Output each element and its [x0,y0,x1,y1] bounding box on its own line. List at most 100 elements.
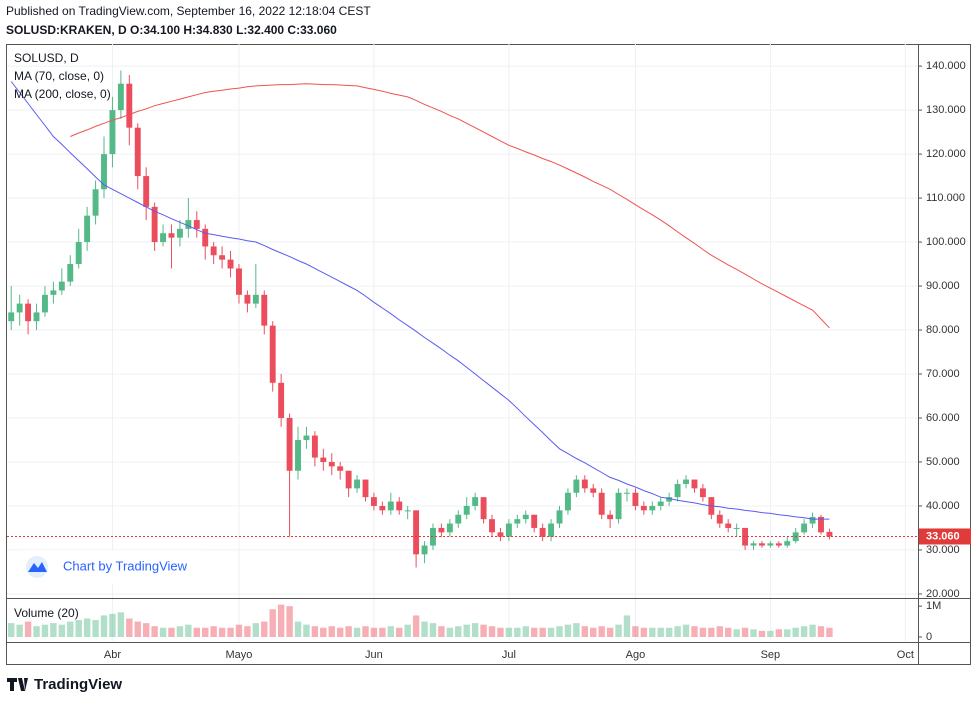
candle-body [404,510,411,512]
candle-body [160,233,167,243]
y-tick-label: 60.000 [926,412,960,424]
volume-bar [640,627,648,637]
x-tick-label: Jul [502,649,516,661]
branding-text[interactable]: Chart by TradingView [63,558,188,573]
x-tick-label: Jun [365,649,383,661]
candle-body [278,382,285,418]
symbol-line: SOLUSD:KRAKEN, D O:34.100 H:34.830 L:32.… [6,23,337,37]
volume-bar [328,626,335,637]
volume-bar [126,618,133,637]
candle-body [657,501,664,506]
volume-bar [252,623,260,637]
volume-bar [379,627,386,637]
volume-bar [623,615,631,637]
candle-body [25,303,32,322]
y-tick-label: 20.000 [926,588,960,600]
volume-bar [657,627,664,637]
volume-bar [303,624,310,637]
volume-bar [480,624,487,637]
volume-bar [455,626,462,637]
volume-bar [8,623,15,637]
candle-body [531,514,538,528]
y-tick-label: 120.000 [926,148,966,160]
volume-label: Volume (20) [14,606,79,620]
volume-bar [826,627,833,637]
volume-bar [58,624,66,637]
candle-body [244,294,251,304]
volume-tick-label: 0 [926,631,932,643]
candle-body [219,255,226,260]
candle-body [117,83,124,111]
volume-bar [151,626,158,637]
candle-body [725,523,732,528]
ma-line [70,83,830,329]
candle-body [826,531,833,537]
volume-bar [530,627,538,637]
volume-bar [750,629,757,637]
volume-bar [682,624,690,637]
volume-bar [320,627,327,637]
candle-body [489,519,495,533]
candle-body [143,176,150,207]
legend-ma70: MA (70, close, 0) [14,69,104,83]
volume-bar [446,627,454,637]
volume-bar [202,627,209,637]
candle-body [261,294,268,326]
volume-bar [362,626,369,637]
volume-bar [336,627,344,637]
candle-body [455,514,462,524]
candle-body [522,514,529,520]
y-tick-label: 70.000 [926,368,960,380]
volume-bar [387,626,395,637]
candle-body [607,514,614,520]
candle-body [345,470,352,489]
volume-bar [800,626,808,637]
y-tick-label: 80.000 [926,324,960,336]
candle-body [438,527,445,533]
candle-body [210,246,217,256]
volume-bar [784,629,791,637]
legend-symbol: SOLUSD, D [14,51,79,65]
volume-bar [176,626,184,637]
volume-bar [41,624,49,637]
candle-body [396,501,403,511]
branding-box[interactable] [17,550,207,584]
volume-bar [632,626,639,637]
volume-bar [429,623,437,637]
candle-body [193,220,200,229]
volume-bar [573,623,580,637]
volume-bar [674,626,681,637]
volume-bar [741,627,749,637]
candle-body [50,290,57,295]
volume-bar [134,621,141,637]
candle-body [497,532,504,537]
candle-body [472,497,479,506]
candle-body [227,259,234,269]
candle-body [463,505,470,515]
volume-bar [505,627,513,637]
volume-bar [556,626,563,637]
footer-icon [7,678,28,691]
volume-bar [514,627,521,637]
volume-bar [261,621,268,637]
branding[interactable]: Chart by TradingView [17,550,207,584]
volume-bar [311,626,319,637]
volume-bar [412,615,420,637]
last-price-label: 33.060 [926,530,960,542]
volume-bar [488,626,496,637]
candle-body [320,457,327,462]
volume-bar [725,627,732,637]
candle-body [236,268,242,295]
volume-bar [522,626,529,637]
volume-bar [606,627,614,637]
legend-ma200: MA (200, close, 0) [14,87,111,101]
volume-bar [210,626,217,637]
candle-body [750,543,757,546]
candle-body [311,435,318,458]
candle-body [134,127,141,177]
candle-body [556,510,563,524]
volume-bar [708,627,715,637]
volume-bar [809,624,816,637]
chart-frame [6,44,971,665]
